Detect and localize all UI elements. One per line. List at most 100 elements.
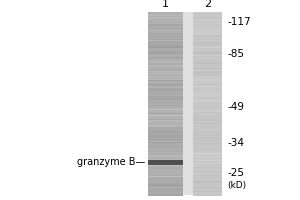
Bar xyxy=(193,170,222,172)
Bar xyxy=(148,136,183,137)
Text: -34: -34 xyxy=(227,138,244,148)
Bar xyxy=(193,139,222,141)
Bar xyxy=(193,131,222,132)
Bar xyxy=(148,94,183,96)
Bar xyxy=(193,179,222,180)
Bar xyxy=(193,168,222,170)
Bar xyxy=(193,78,222,79)
Bar xyxy=(193,122,222,123)
Bar xyxy=(193,27,222,28)
Bar xyxy=(193,152,222,153)
Bar xyxy=(193,50,222,51)
Bar xyxy=(148,144,183,145)
Bar xyxy=(148,174,183,175)
Bar xyxy=(193,114,222,115)
Bar xyxy=(193,134,222,135)
Bar xyxy=(193,194,222,196)
Bar xyxy=(193,50,222,52)
Bar xyxy=(148,104,183,105)
Bar xyxy=(193,40,222,42)
Bar xyxy=(193,73,222,75)
Bar xyxy=(148,125,183,127)
Bar xyxy=(193,111,222,112)
Bar xyxy=(193,164,222,165)
Bar xyxy=(193,118,222,120)
Bar xyxy=(193,25,222,26)
Bar xyxy=(193,165,222,166)
Bar xyxy=(148,100,183,101)
Bar xyxy=(148,121,183,122)
Bar xyxy=(193,92,222,93)
Bar xyxy=(193,87,222,88)
Bar xyxy=(148,80,183,81)
Bar xyxy=(148,19,183,21)
Bar xyxy=(193,108,222,109)
Bar xyxy=(193,142,222,143)
Bar xyxy=(193,86,222,88)
Bar xyxy=(148,188,183,189)
Bar xyxy=(148,50,183,52)
Bar xyxy=(148,102,183,103)
Bar xyxy=(193,148,222,150)
Bar xyxy=(193,182,222,184)
Bar xyxy=(148,78,183,79)
Bar xyxy=(148,157,183,159)
Bar xyxy=(148,95,183,97)
Bar xyxy=(193,154,222,155)
Bar xyxy=(148,51,183,53)
Bar xyxy=(193,130,222,131)
Bar xyxy=(148,118,183,120)
Bar xyxy=(148,32,183,34)
Bar xyxy=(193,17,222,19)
Bar xyxy=(148,147,183,149)
Bar xyxy=(193,90,222,91)
Bar xyxy=(193,157,222,158)
Bar xyxy=(148,18,183,20)
Bar xyxy=(148,68,183,69)
Bar xyxy=(193,69,222,70)
Bar xyxy=(148,71,183,73)
Bar xyxy=(148,128,183,130)
Bar xyxy=(148,29,183,31)
Bar xyxy=(148,13,183,14)
Bar xyxy=(148,177,183,178)
Bar xyxy=(148,152,183,153)
Bar xyxy=(193,126,222,128)
Text: (kD): (kD) xyxy=(227,181,246,190)
Bar xyxy=(148,155,183,156)
Bar xyxy=(148,149,183,151)
Bar xyxy=(193,101,222,102)
Bar xyxy=(193,36,222,37)
Bar xyxy=(193,30,222,32)
Bar xyxy=(193,48,222,49)
Bar xyxy=(148,125,183,126)
Bar xyxy=(193,192,222,194)
Bar xyxy=(193,150,222,152)
Bar xyxy=(148,142,183,143)
Bar xyxy=(148,62,183,64)
Bar xyxy=(148,190,183,192)
Bar xyxy=(148,20,183,22)
Bar xyxy=(148,56,183,57)
Bar xyxy=(193,26,222,27)
Bar xyxy=(148,30,183,32)
Bar xyxy=(148,153,183,154)
Bar xyxy=(193,45,222,46)
Bar xyxy=(193,172,222,174)
Bar xyxy=(193,175,222,176)
Bar xyxy=(193,149,222,151)
Bar xyxy=(148,185,183,186)
Bar xyxy=(148,116,183,118)
Bar xyxy=(193,23,222,24)
Bar xyxy=(193,17,222,18)
Bar xyxy=(148,124,183,125)
Bar xyxy=(148,84,183,86)
Bar xyxy=(193,176,222,177)
Bar xyxy=(193,129,222,131)
Bar xyxy=(193,37,222,38)
Bar xyxy=(148,184,183,185)
Bar xyxy=(148,52,183,54)
Bar xyxy=(148,190,183,191)
Bar xyxy=(148,43,183,45)
Bar xyxy=(193,70,222,71)
